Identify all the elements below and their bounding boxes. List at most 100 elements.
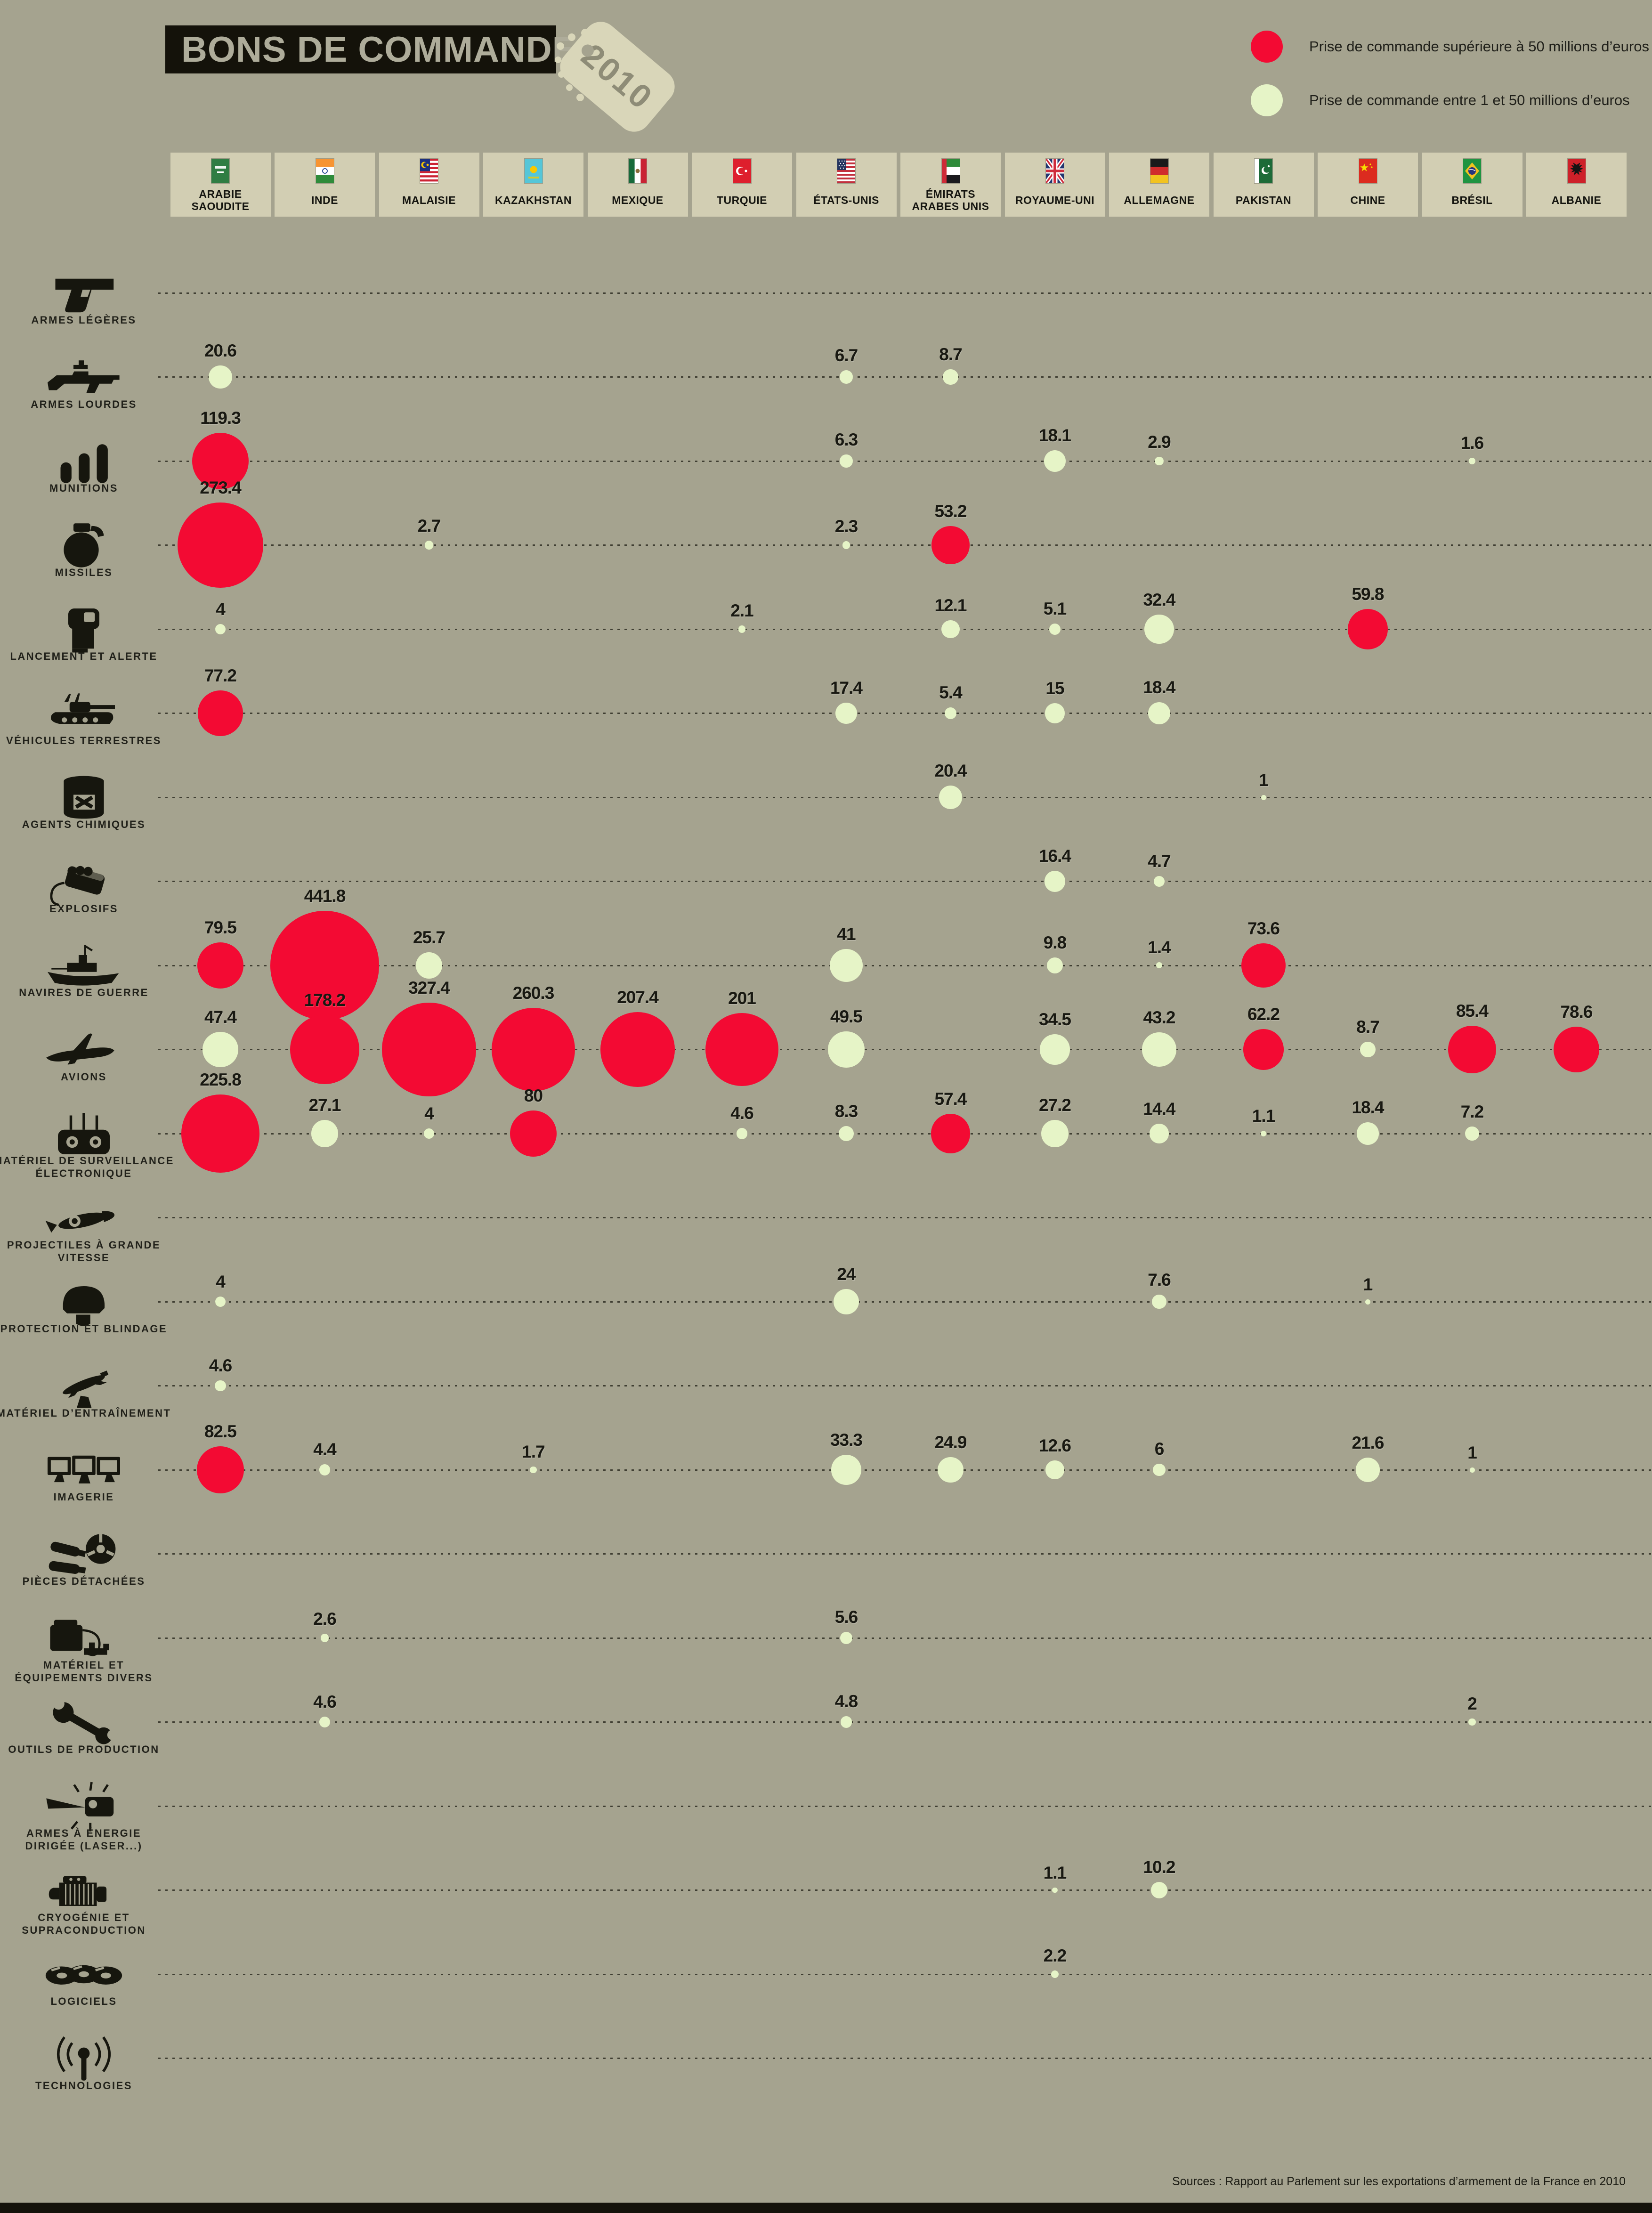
bubble — [1041, 1120, 1069, 1147]
bubble — [1261, 794, 1266, 800]
launch-alert-icon — [44, 601, 124, 657]
bubble — [192, 432, 249, 490]
bubble — [1360, 1042, 1376, 1057]
bubble — [320, 1634, 329, 1642]
bubble-value-label: 14.4 — [1143, 1099, 1175, 1119]
bubble — [197, 1446, 244, 1493]
bubble — [1049, 623, 1061, 635]
barrel-icon — [44, 769, 124, 826]
category-label: EXPLOSIFS — [49, 902, 118, 915]
bubble — [839, 1126, 854, 1141]
bubble-value-label: 225.8 — [200, 1070, 242, 1090]
bubble — [1241, 943, 1286, 988]
bubble — [1153, 1463, 1166, 1476]
bubble — [840, 1716, 852, 1728]
bubble — [1469, 1467, 1475, 1473]
bubble-value-label: 4 — [216, 1272, 226, 1291]
category-label: MATÉRIEL ET ÉQUIPEMENTS DIVERS — [15, 1659, 153, 1684]
column-header-9: ROYAUME-UNI — [1004, 153, 1105, 217]
bubble — [319, 1716, 331, 1728]
row-line — [158, 965, 1652, 966]
legend-label-cream: Prise de commande entre 1 et 50 millions… — [1309, 92, 1630, 108]
bubble-value-label: 2.2 — [1043, 1945, 1067, 1965]
bubble — [209, 365, 232, 389]
bubble — [944, 707, 957, 720]
bubble-value-label: 4 — [216, 600, 226, 619]
flag-inde — [316, 159, 334, 183]
column-header-3: MALAISIE — [379, 153, 479, 217]
bubble-value-label: 4.4 — [313, 1440, 336, 1459]
row-line — [158, 881, 1652, 882]
category-label: PIÈCES DÉTACHÉES — [22, 1575, 146, 1587]
grenade-icon — [44, 517, 124, 574]
country-name: MALAISIE — [402, 194, 456, 206]
bubble-value-label: 273.4 — [200, 478, 242, 497]
row-line — [158, 1553, 1652, 1555]
bubble-value-label: 9.8 — [1043, 932, 1067, 952]
bubble — [424, 541, 434, 550]
bubble — [1148, 702, 1171, 725]
row-line — [158, 1721, 1652, 1723]
bubble-value-label: 24 — [837, 1265, 856, 1284]
hv-projectile-icon — [44, 1190, 124, 1246]
country-name: ARABIE SAOUDITE — [191, 187, 250, 212]
row-line — [158, 376, 1652, 378]
bubble-value-label: 5.6 — [834, 1607, 858, 1627]
bubble — [491, 1007, 575, 1092]
bubble — [197, 690, 243, 736]
bubble-value-label: 20.4 — [934, 761, 967, 781]
bubble-value-label: 78.6 — [1560, 1002, 1593, 1021]
bubble-value-label: 27.2 — [1038, 1095, 1071, 1115]
flag-arabie-saoudite — [211, 159, 229, 183]
bubble — [1044, 450, 1066, 472]
bubble-value-label: 260.3 — [512, 983, 555, 1003]
bubble — [736, 1128, 748, 1139]
bubble-value-label: 7.2 — [1460, 1102, 1484, 1122]
bubble — [738, 625, 746, 633]
bubble-value-label: 207.4 — [617, 988, 659, 1007]
bubble-value-label: 201 — [728, 988, 756, 1008]
bubble — [1142, 1032, 1176, 1067]
bubble-value-label: 8.7 — [939, 345, 962, 365]
category-label: MUNITIONS — [49, 482, 118, 494]
bubble — [834, 1289, 859, 1314]
category-label: LOGICIELS — [50, 1995, 117, 2007]
bubble — [290, 1015, 359, 1084]
bubble — [1356, 1122, 1379, 1145]
bubble-value-label: 73.6 — [1247, 918, 1280, 938]
bubble-value-label: 85.4 — [1456, 1001, 1489, 1021]
category-label: ARMES LÉGÈRES — [31, 314, 137, 326]
bubble — [1044, 871, 1066, 892]
chain-dot-icon — [557, 42, 564, 50]
bubble — [941, 620, 960, 639]
bubble-value-label: 57.4 — [934, 1089, 967, 1109]
country-name: ROYAUME-UNI — [1015, 194, 1095, 206]
row-line — [158, 1301, 1652, 1303]
bubble-value-label: 6.7 — [834, 346, 858, 365]
bubble-value-label: 1.4 — [1148, 938, 1171, 957]
bubble — [1365, 1299, 1370, 1305]
bubble — [319, 1464, 331, 1475]
bubble-value-label: 1.6 — [1460, 433, 1484, 453]
chain-dot-icon — [555, 57, 561, 63]
bubble-value-label: 47.4 — [204, 1007, 237, 1027]
category-label: TECHNOLOGIES — [35, 2079, 132, 2091]
motor-icon — [44, 1862, 124, 1919]
bubble-value-label: 24.9 — [934, 1432, 967, 1452]
bubble-value-label: 77.2 — [204, 666, 237, 686]
bubble — [1448, 1025, 1496, 1074]
bubble — [839, 370, 853, 384]
bubble — [705, 1013, 779, 1086]
bottom-bar — [0, 2203, 1652, 2213]
row-line — [158, 1973, 1652, 1975]
bubble-value-label: 119.3 — [200, 408, 241, 428]
bubble — [510, 1110, 557, 1157]
bubble — [416, 952, 442, 979]
category-label: CRYOGÉNIE ET SUPRACONDUCTION — [22, 1911, 146, 1936]
row-line — [158, 628, 1652, 630]
bubble-value-label: 16.4 — [1038, 846, 1071, 866]
tank-icon — [44, 685, 124, 742]
bubble-value-label: 2.9 — [1148, 432, 1171, 452]
bubble-value-label: 327.4 — [408, 978, 450, 997]
bubble-value-label: 8.7 — [1356, 1017, 1379, 1037]
